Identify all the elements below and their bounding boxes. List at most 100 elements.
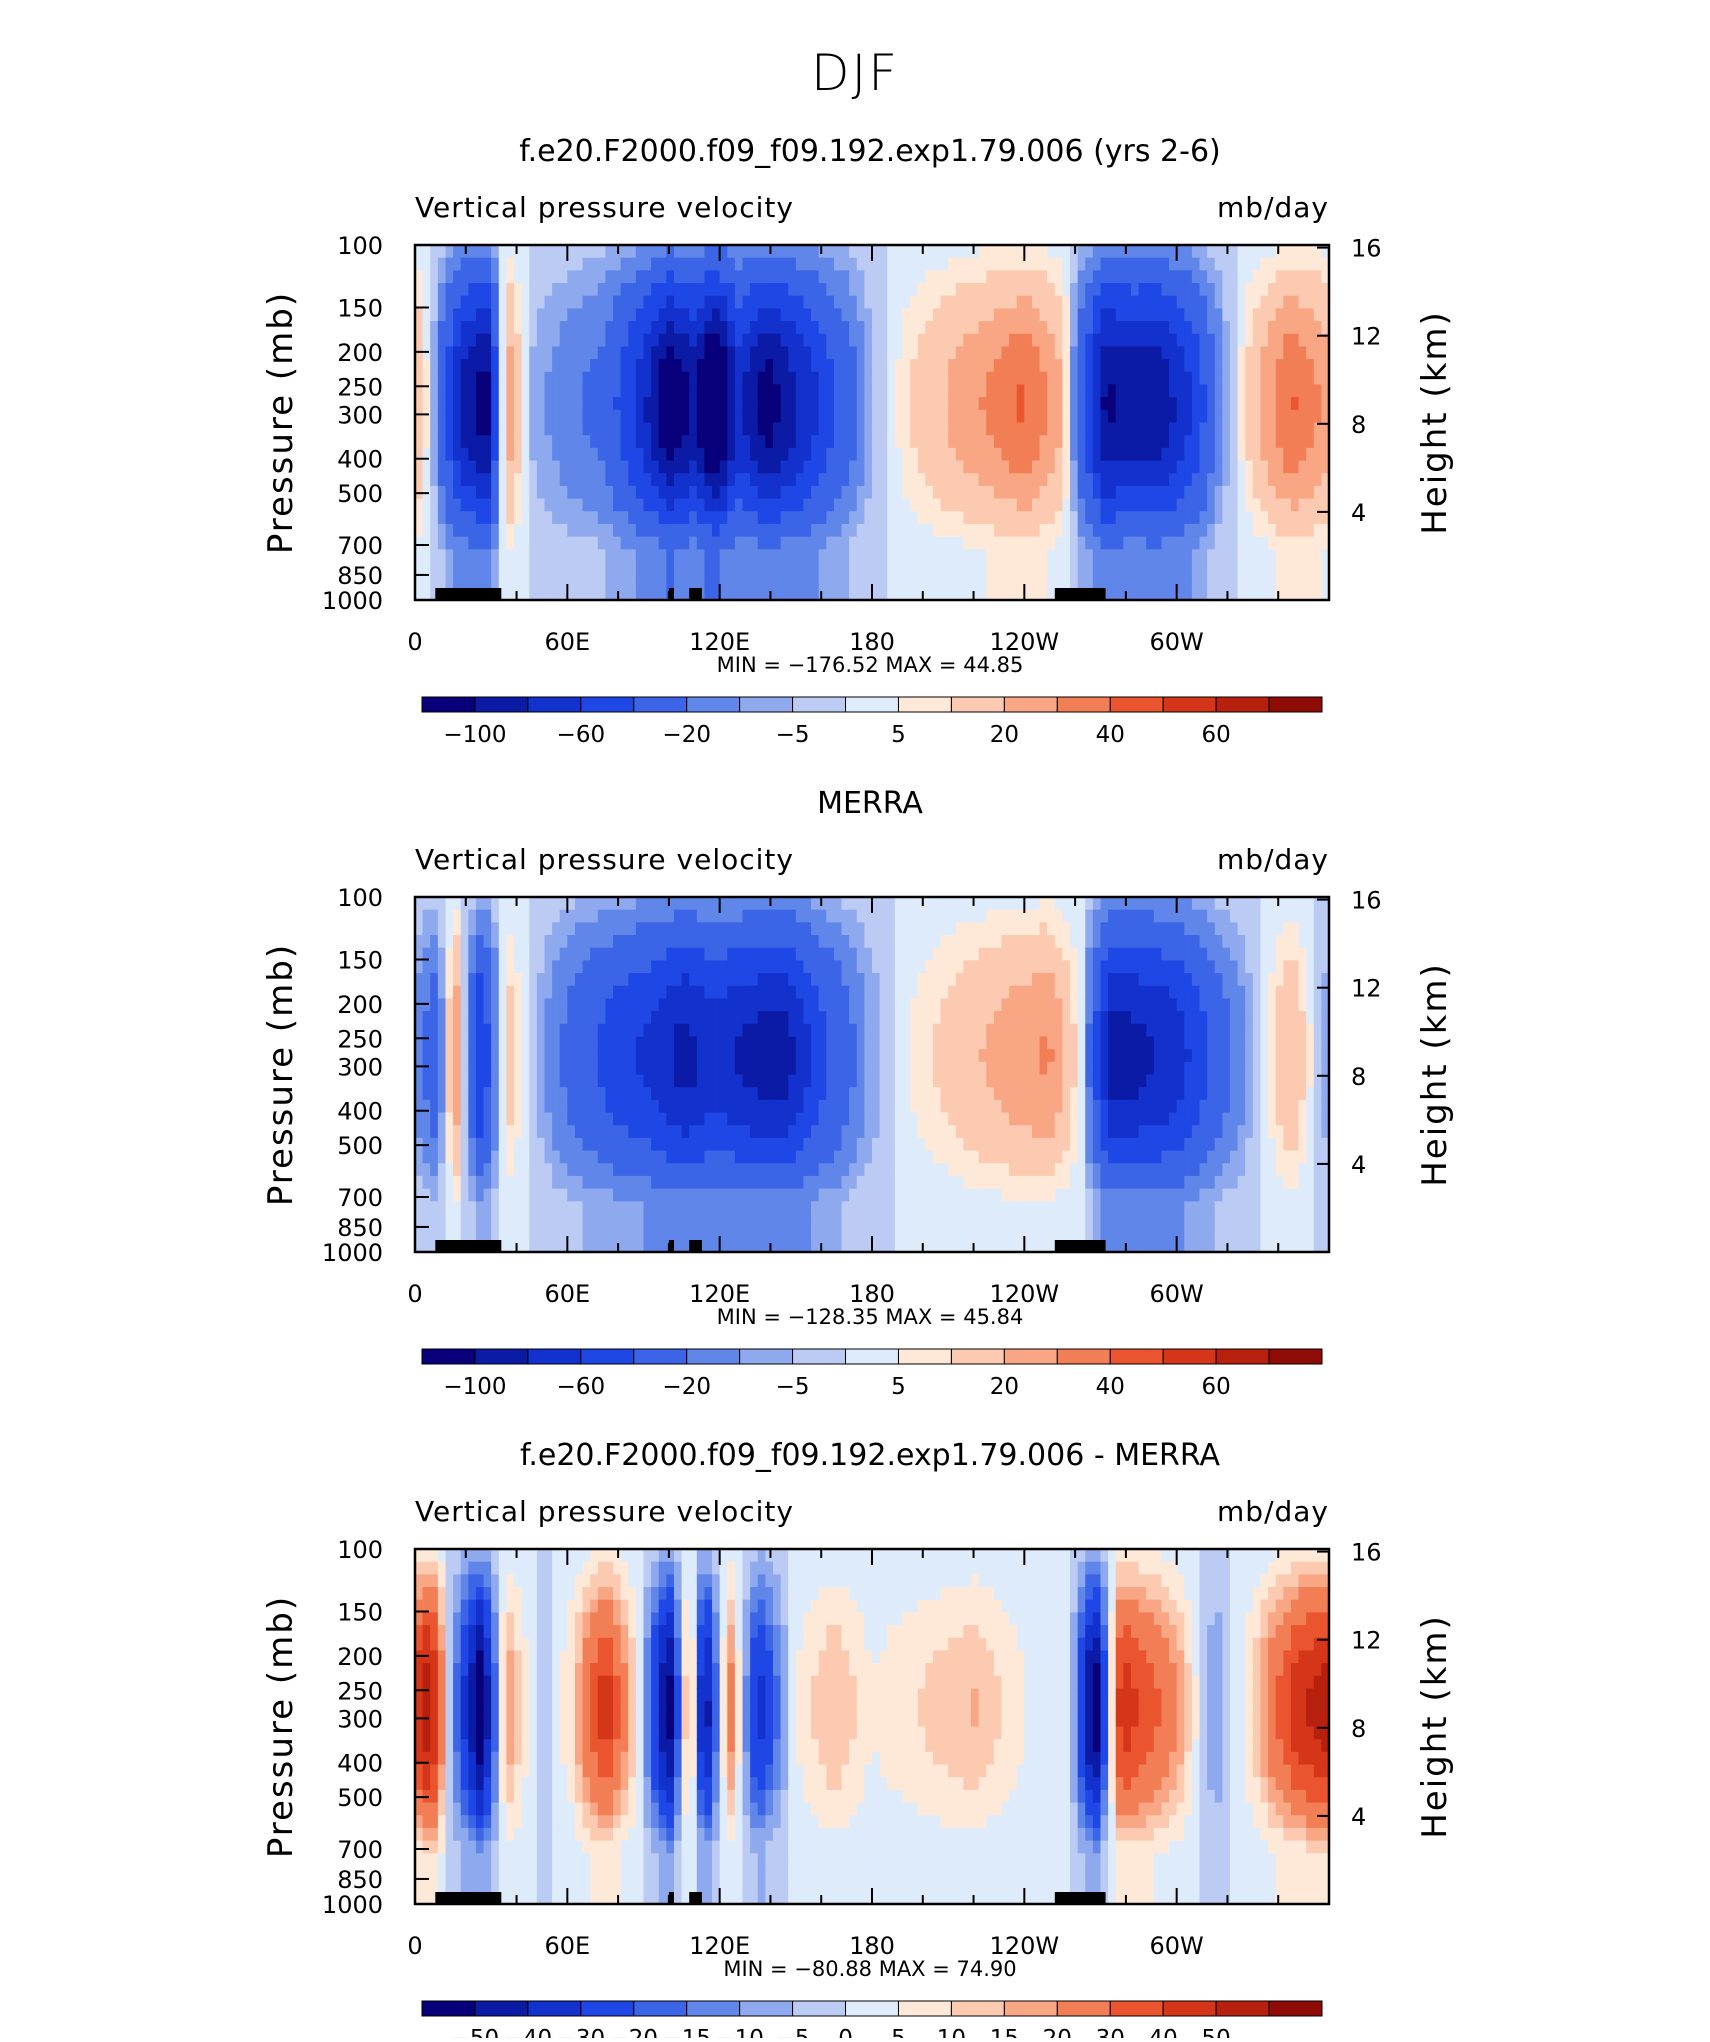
heatmap-cell xyxy=(1276,359,1284,372)
heatmap-cell xyxy=(788,511,796,524)
heatmap-cell xyxy=(560,486,568,499)
heatmap-cell xyxy=(445,1100,453,1113)
heatmap-cell xyxy=(484,935,492,948)
heatmap-cell xyxy=(933,283,941,296)
heatmap-cell xyxy=(986,245,994,258)
heatmap-cell xyxy=(826,435,834,448)
heatmap-cell xyxy=(1215,296,1223,309)
heatmap-cell xyxy=(826,245,834,258)
heatmap-cell xyxy=(1001,575,1009,588)
heatmap-cell xyxy=(994,562,1002,575)
heatmap-cell xyxy=(735,1036,743,1049)
heatmap-cell xyxy=(613,359,621,372)
heatmap-cell xyxy=(514,1201,522,1214)
heatmap-cell xyxy=(872,499,880,512)
heatmap-cell xyxy=(1276,423,1284,436)
heatmap-cell xyxy=(636,346,644,359)
heatmap-cell xyxy=(499,270,507,283)
heatmap-cell xyxy=(674,245,682,258)
heatmap-cell xyxy=(941,499,949,512)
heatmap-cell xyxy=(537,1024,545,1037)
heatmap-cell xyxy=(758,448,766,461)
heatmap-cell xyxy=(1108,410,1116,423)
heatmap-cell xyxy=(1070,308,1078,321)
heatmap-cell xyxy=(963,384,971,397)
heatmap-cell xyxy=(948,537,956,550)
heatmap-cell xyxy=(1139,549,1147,562)
heatmap-cell xyxy=(613,1163,621,1176)
heatmap-cell xyxy=(636,1239,644,1252)
heatmap-cell xyxy=(925,511,933,524)
heatmap-cell xyxy=(773,1125,781,1138)
heatmap-cell xyxy=(849,524,857,537)
heatmap-cell xyxy=(1131,499,1139,512)
heatmap-cell xyxy=(1055,524,1063,537)
heatmap-cell xyxy=(598,1087,606,1100)
heatmap-cell xyxy=(438,1024,446,1037)
heatmap-cell xyxy=(491,1151,499,1164)
heatmap-cell xyxy=(948,296,956,309)
heatmap-cell xyxy=(788,258,796,271)
y-tick-label: 150 xyxy=(337,295,383,323)
heatmap-cell xyxy=(1093,524,1101,537)
heatmap-cell xyxy=(895,562,903,575)
heatmap-cell xyxy=(887,321,895,334)
heatmap-cell xyxy=(819,308,827,321)
heatmap-cell xyxy=(735,948,743,961)
heatmap-cell xyxy=(1253,372,1261,385)
heatmap-cell xyxy=(674,346,682,359)
heatmap-cell xyxy=(872,410,880,423)
heatmap-cell xyxy=(1299,270,1307,283)
heatmap-cell xyxy=(575,1176,583,1189)
heatmap-cell xyxy=(1314,575,1322,588)
heatmap-cell xyxy=(453,308,461,321)
heatmap-cell xyxy=(880,346,888,359)
heatmap-cell xyxy=(674,473,682,486)
heatmap-cell xyxy=(1192,499,1200,512)
heatmap-cell xyxy=(514,1113,522,1126)
heatmap-cell xyxy=(1032,562,1040,575)
heatmap-cell xyxy=(1268,486,1276,499)
heatmap-cell xyxy=(689,935,697,948)
heatmap-cell xyxy=(537,1227,545,1240)
heatmap-cell xyxy=(788,1227,796,1240)
heatmap-cell xyxy=(1238,321,1246,334)
heatmap-cell xyxy=(834,346,842,359)
heatmap-cell xyxy=(765,948,773,961)
heatmap-cell xyxy=(1001,448,1009,461)
heatmap-cell xyxy=(1108,524,1116,537)
heatmap-cell xyxy=(575,575,583,588)
heatmap-cell xyxy=(758,423,766,436)
heatmap-cell xyxy=(1238,334,1246,347)
heatmap-cell xyxy=(1184,334,1192,347)
heatmap-cell xyxy=(727,1189,735,1202)
heatmap-cell xyxy=(811,948,819,961)
heatmap-cell xyxy=(590,1214,598,1227)
heatmap-cell xyxy=(644,372,652,385)
heatmap-cell xyxy=(1299,461,1307,474)
heatmap-cell xyxy=(796,511,804,524)
heatmap-cell xyxy=(583,549,591,562)
heatmap-cell xyxy=(704,359,712,372)
heatmap-cell xyxy=(811,537,819,550)
heatmap-cell xyxy=(605,499,613,512)
heatmap-cell xyxy=(979,562,987,575)
heatmap-cell xyxy=(803,499,811,512)
topography-block xyxy=(1055,588,1106,600)
heatmap-cell xyxy=(1024,537,1032,550)
heatmap-cell xyxy=(514,1138,522,1151)
heatmap-cell xyxy=(1169,321,1177,334)
heatmap-cell xyxy=(506,1227,514,1240)
heatmap-cell xyxy=(1047,562,1055,575)
heatmap-cell xyxy=(849,448,857,461)
heatmap-cell xyxy=(621,461,629,474)
heatmap-cell xyxy=(1047,435,1055,448)
heatmap-cell xyxy=(1123,549,1131,562)
heatmap-cell xyxy=(682,258,690,271)
heatmap-cell xyxy=(1200,473,1208,486)
heatmap-cell xyxy=(1131,334,1139,347)
heatmap-cell xyxy=(925,524,933,537)
heatmap-cell xyxy=(803,321,811,334)
heatmap-cell xyxy=(628,245,636,258)
heatmap-cell xyxy=(491,897,499,910)
